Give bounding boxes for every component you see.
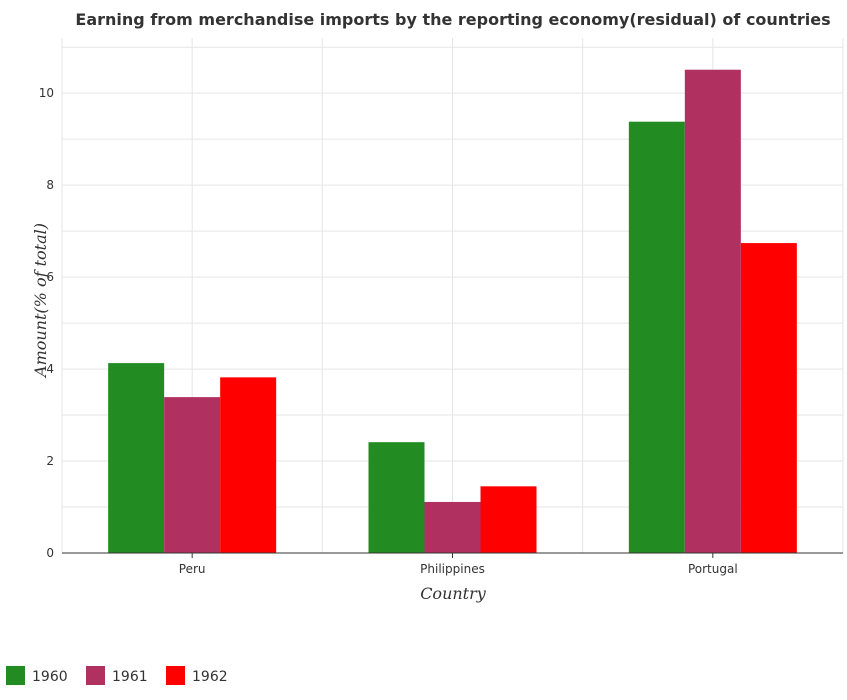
legend-label-1962: 1962 xyxy=(192,669,228,685)
x-ticks: Peru Philippines Portugal xyxy=(179,553,738,576)
legend-swatch-1961 xyxy=(86,666,105,685)
y-tick-label: 8 xyxy=(46,178,54,192)
legend-label-1960: 1960 xyxy=(32,669,68,685)
y-axis-label: Amount(% of total) xyxy=(31,223,50,379)
y-tick-label: 2 xyxy=(46,454,54,468)
bar-philippines-1961 xyxy=(425,502,481,553)
x-tick-label: Philippines xyxy=(420,562,485,576)
bar-peru-1962 xyxy=(220,377,276,553)
bar-philippines-1960 xyxy=(369,442,425,553)
x-axis-label: Country xyxy=(420,584,487,603)
legend-label-1961: 1961 xyxy=(112,669,148,685)
legend-swatch-1962 xyxy=(166,666,185,685)
y-tick-label: 10 xyxy=(39,86,54,100)
x-tick-label: Peru xyxy=(179,562,206,576)
legend: 1960 1961 1962 xyxy=(6,666,228,685)
chart-title: Earning from merchandise imports by the … xyxy=(75,10,830,29)
x-tick-label: Portugal xyxy=(688,562,738,576)
bar-portugal-1962 xyxy=(741,243,797,553)
bar-peru-1961 xyxy=(164,397,220,553)
bar-philippines-1962 xyxy=(481,486,537,553)
y-tick-label: 0 xyxy=(46,546,54,560)
bar-peru-1960 xyxy=(108,363,164,553)
bar-portugal-1961 xyxy=(685,70,741,553)
bar-portugal-1960 xyxy=(629,122,685,553)
legend-swatch-1960 xyxy=(6,666,25,685)
